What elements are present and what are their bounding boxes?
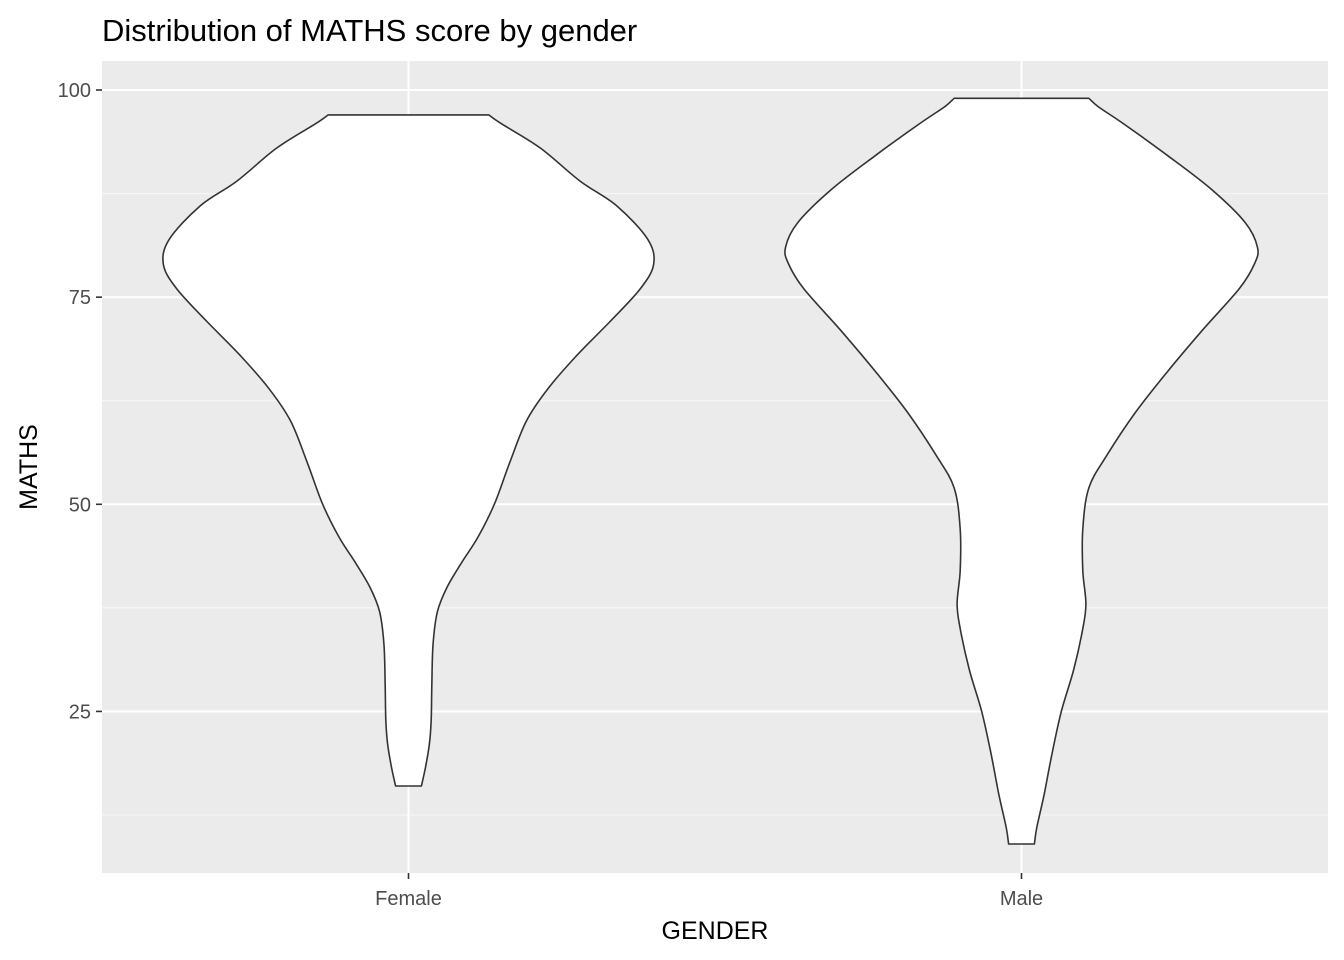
violin-male: [784, 97, 1259, 845]
x-axis: Female Male: [375, 873, 1043, 910]
x-tick-label: Female: [375, 888, 442, 910]
violin-female: [162, 114, 655, 787]
violins: [162, 97, 1259, 845]
x-axis-title: GENDER: [662, 917, 769, 945]
y-axis: 25 50 75 100: [58, 80, 102, 723]
y-axis-title: MATHS: [15, 424, 43, 510]
y-tick-label: 25: [69, 701, 91, 723]
y-tick-label: 50: [69, 494, 91, 516]
y-tick-label: 75: [69, 287, 91, 309]
chart-title: Distribution of MATHS score by gender: [102, 13, 637, 48]
y-tick-label: 100: [58, 80, 91, 102]
x-tick-label: Male: [1000, 888, 1043, 910]
